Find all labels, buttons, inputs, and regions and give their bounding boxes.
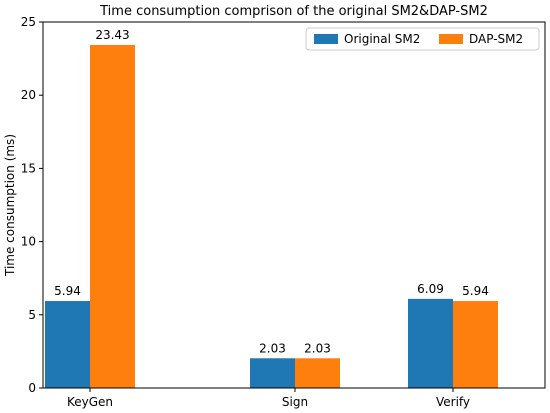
bar-verify-series-1 (453, 301, 498, 388)
data-label-sign-series-1: 2.03 (304, 341, 331, 355)
data-label-verify-series-1: 5.94 (462, 284, 489, 298)
bar-sign-series-0 (250, 358, 295, 388)
bar-keygen-series-1 (90, 44, 135, 388)
legend-swatch-series-1 (439, 34, 463, 44)
data-label-sign-series-0: 2.03 (259, 341, 286, 355)
chart-title: Time consumption comprison of the origin… (99, 4, 488, 19)
y-tick-label-0: 0 (28, 381, 36, 395)
y-tick-label-10: 10 (21, 235, 36, 249)
plot-area: 5.94 23.43 2.03 2.03 6.09 5.94 (45, 28, 498, 388)
legend-swatch-series-0 (314, 34, 338, 44)
data-label-keygen-series-1: 23.43 (95, 28, 129, 42)
x-tick-label-sign: Sign (282, 395, 308, 409)
bar-verify-series-0 (408, 298, 453, 388)
data-label-keygen-series-0: 5.94 (54, 284, 81, 298)
y-tick-label-15: 15 (21, 161, 36, 175)
y-axis-label: Time consumption (ms) (3, 134, 17, 277)
y-tick-label-25: 25 (21, 15, 36, 29)
plot-frame (42, 21, 546, 389)
bar-sign-series-1 (295, 358, 340, 388)
x-tick-label-verify: Verify (436, 395, 470, 409)
data-label-verify-series-0: 6.09 (417, 282, 444, 296)
y-tick-label-20: 20 (21, 88, 36, 102)
bar-keygen-series-0 (45, 301, 90, 388)
legend-label-series-1: DAP-SM2 (469, 32, 523, 46)
y-tick-label-5: 5 (28, 308, 36, 322)
axes: KeyGen Sign Verify 0 5 10 15 20 25 (21, 15, 546, 409)
legend: Original SM2 DAP-SM2 (305, 27, 540, 51)
x-tick-label-keygen: KeyGen (67, 395, 113, 409)
legend-label-series-0: Original SM2 (344, 32, 420, 46)
legend-box (305, 27, 540, 51)
